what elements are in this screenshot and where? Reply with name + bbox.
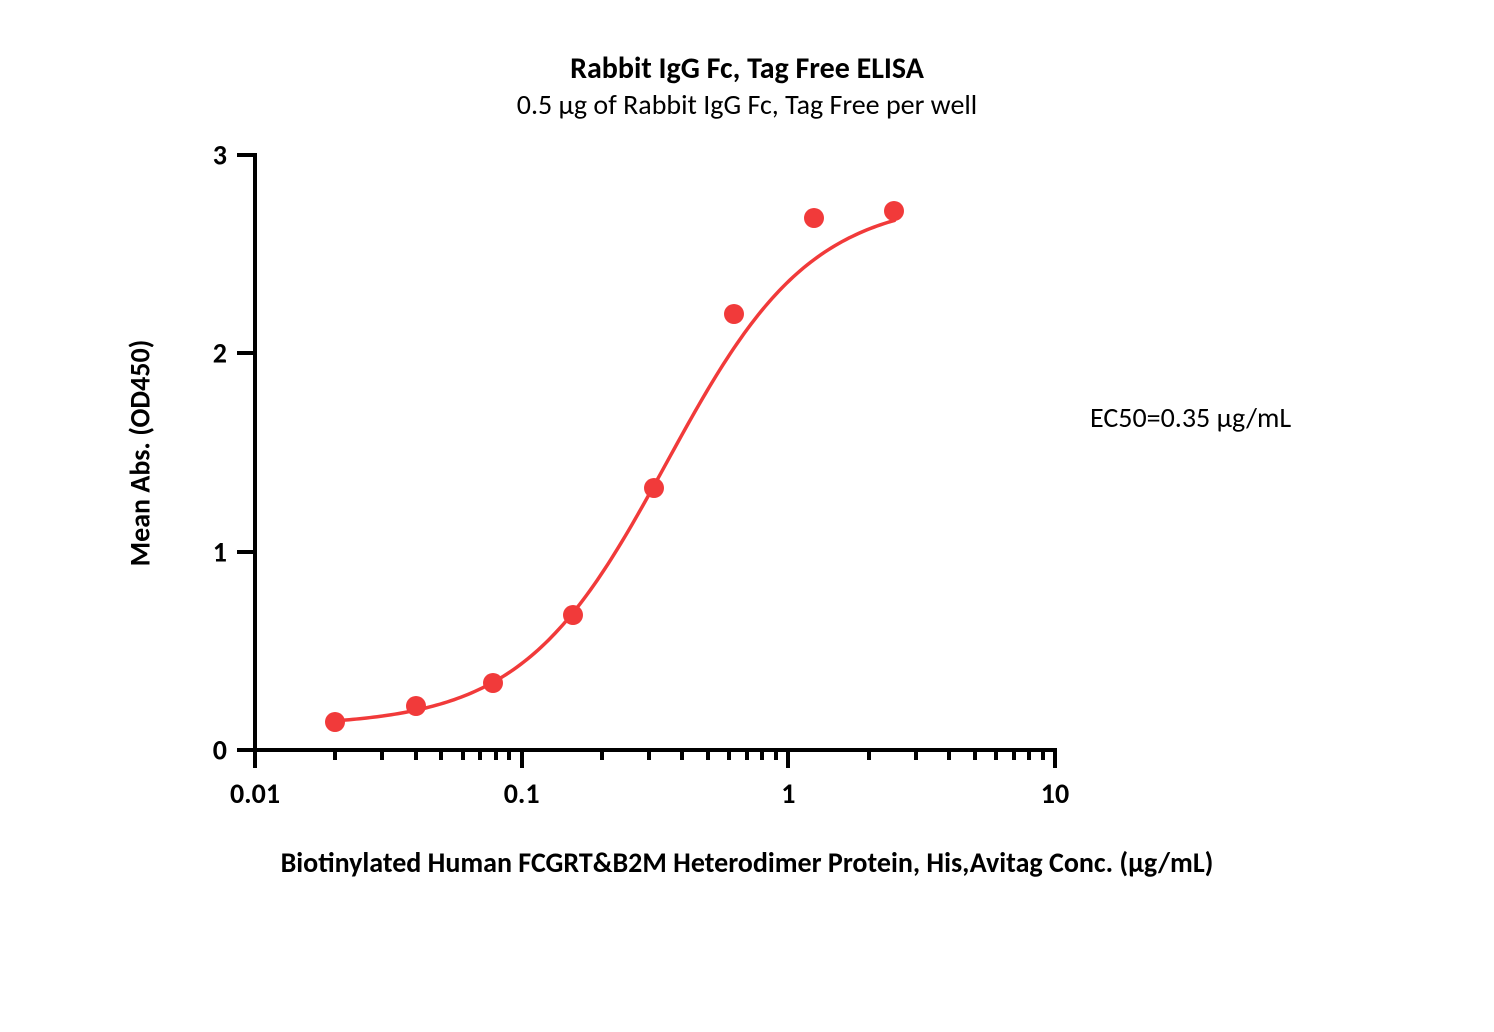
x-tick-minor [478, 750, 482, 760]
x-tick-minor [507, 750, 511, 760]
x-tick-label: 0.01 [230, 776, 280, 811]
x-tick-minor [414, 750, 418, 760]
data-point [563, 605, 583, 625]
data-point [644, 478, 664, 498]
fit-curve [255, 155, 1055, 750]
data-point [804, 208, 824, 228]
x-tick-major [253, 750, 257, 768]
x-tick-minor [1027, 750, 1031, 760]
data-point [724, 304, 744, 324]
x-tick-minor [439, 750, 443, 760]
y-tick-label: 0 [197, 733, 227, 768]
x-tick-minor [380, 750, 384, 760]
x-tick-minor [867, 750, 871, 760]
x-tick-minor [973, 750, 977, 760]
y-tick-major [237, 351, 255, 355]
x-tick-minor [745, 750, 749, 760]
x-tick-label: 10 [1041, 776, 1069, 811]
data-point [325, 712, 345, 732]
y-axis-label: Mean Abs. (OD450) [123, 339, 158, 566]
y-tick-major [237, 550, 255, 554]
data-point [884, 201, 904, 221]
x-tick-minor [994, 750, 998, 760]
x-tick-minor [1041, 750, 1045, 760]
x-tick-minor [774, 750, 778, 760]
chart-title: Rabbit IgG Fc, Tag Free ELISA [0, 50, 1494, 87]
plot-area: 0.010.11100123 [255, 155, 1055, 750]
y-tick-major [237, 153, 255, 157]
x-tick-major [786, 750, 790, 768]
x-tick-minor [680, 750, 684, 760]
ec50-annotation: EC50=0.35 μg/mL [1090, 400, 1291, 435]
x-tick-minor [333, 750, 337, 760]
x-tick-label: 0.1 [504, 776, 540, 811]
x-tick-major [1053, 750, 1057, 768]
x-tick-major [520, 750, 524, 768]
x-axis-label: Biotinylated Human FCGRT&B2M Heterodimer… [0, 845, 1494, 880]
x-tick-minor [706, 750, 710, 760]
x-tick-minor [760, 750, 764, 760]
x-tick-minor [727, 750, 731, 760]
x-tick-minor [600, 750, 604, 760]
x-tick-minor [1012, 750, 1016, 760]
x-tick-minor [494, 750, 498, 760]
y-tick-label: 3 [197, 138, 227, 173]
x-tick-minor [914, 750, 918, 760]
y-tick-major [237, 748, 255, 752]
y-tick-label: 1 [197, 534, 227, 569]
x-tick-minor [947, 750, 951, 760]
y-tick-label: 2 [197, 336, 227, 371]
chart-title-block: Rabbit IgG Fc, Tag Free ELISA 0.5 μg of … [0, 50, 1494, 122]
x-tick-label: 1 [781, 776, 795, 811]
data-point [483, 673, 503, 693]
x-tick-minor [647, 750, 651, 760]
chart-subtitle: 0.5 μg of Rabbit IgG Fc, Tag Free per we… [0, 87, 1494, 122]
chart-container: Rabbit IgG Fc, Tag Free ELISA 0.5 μg of … [0, 0, 1494, 1032]
data-point [406, 696, 426, 716]
x-tick-minor [461, 750, 465, 760]
